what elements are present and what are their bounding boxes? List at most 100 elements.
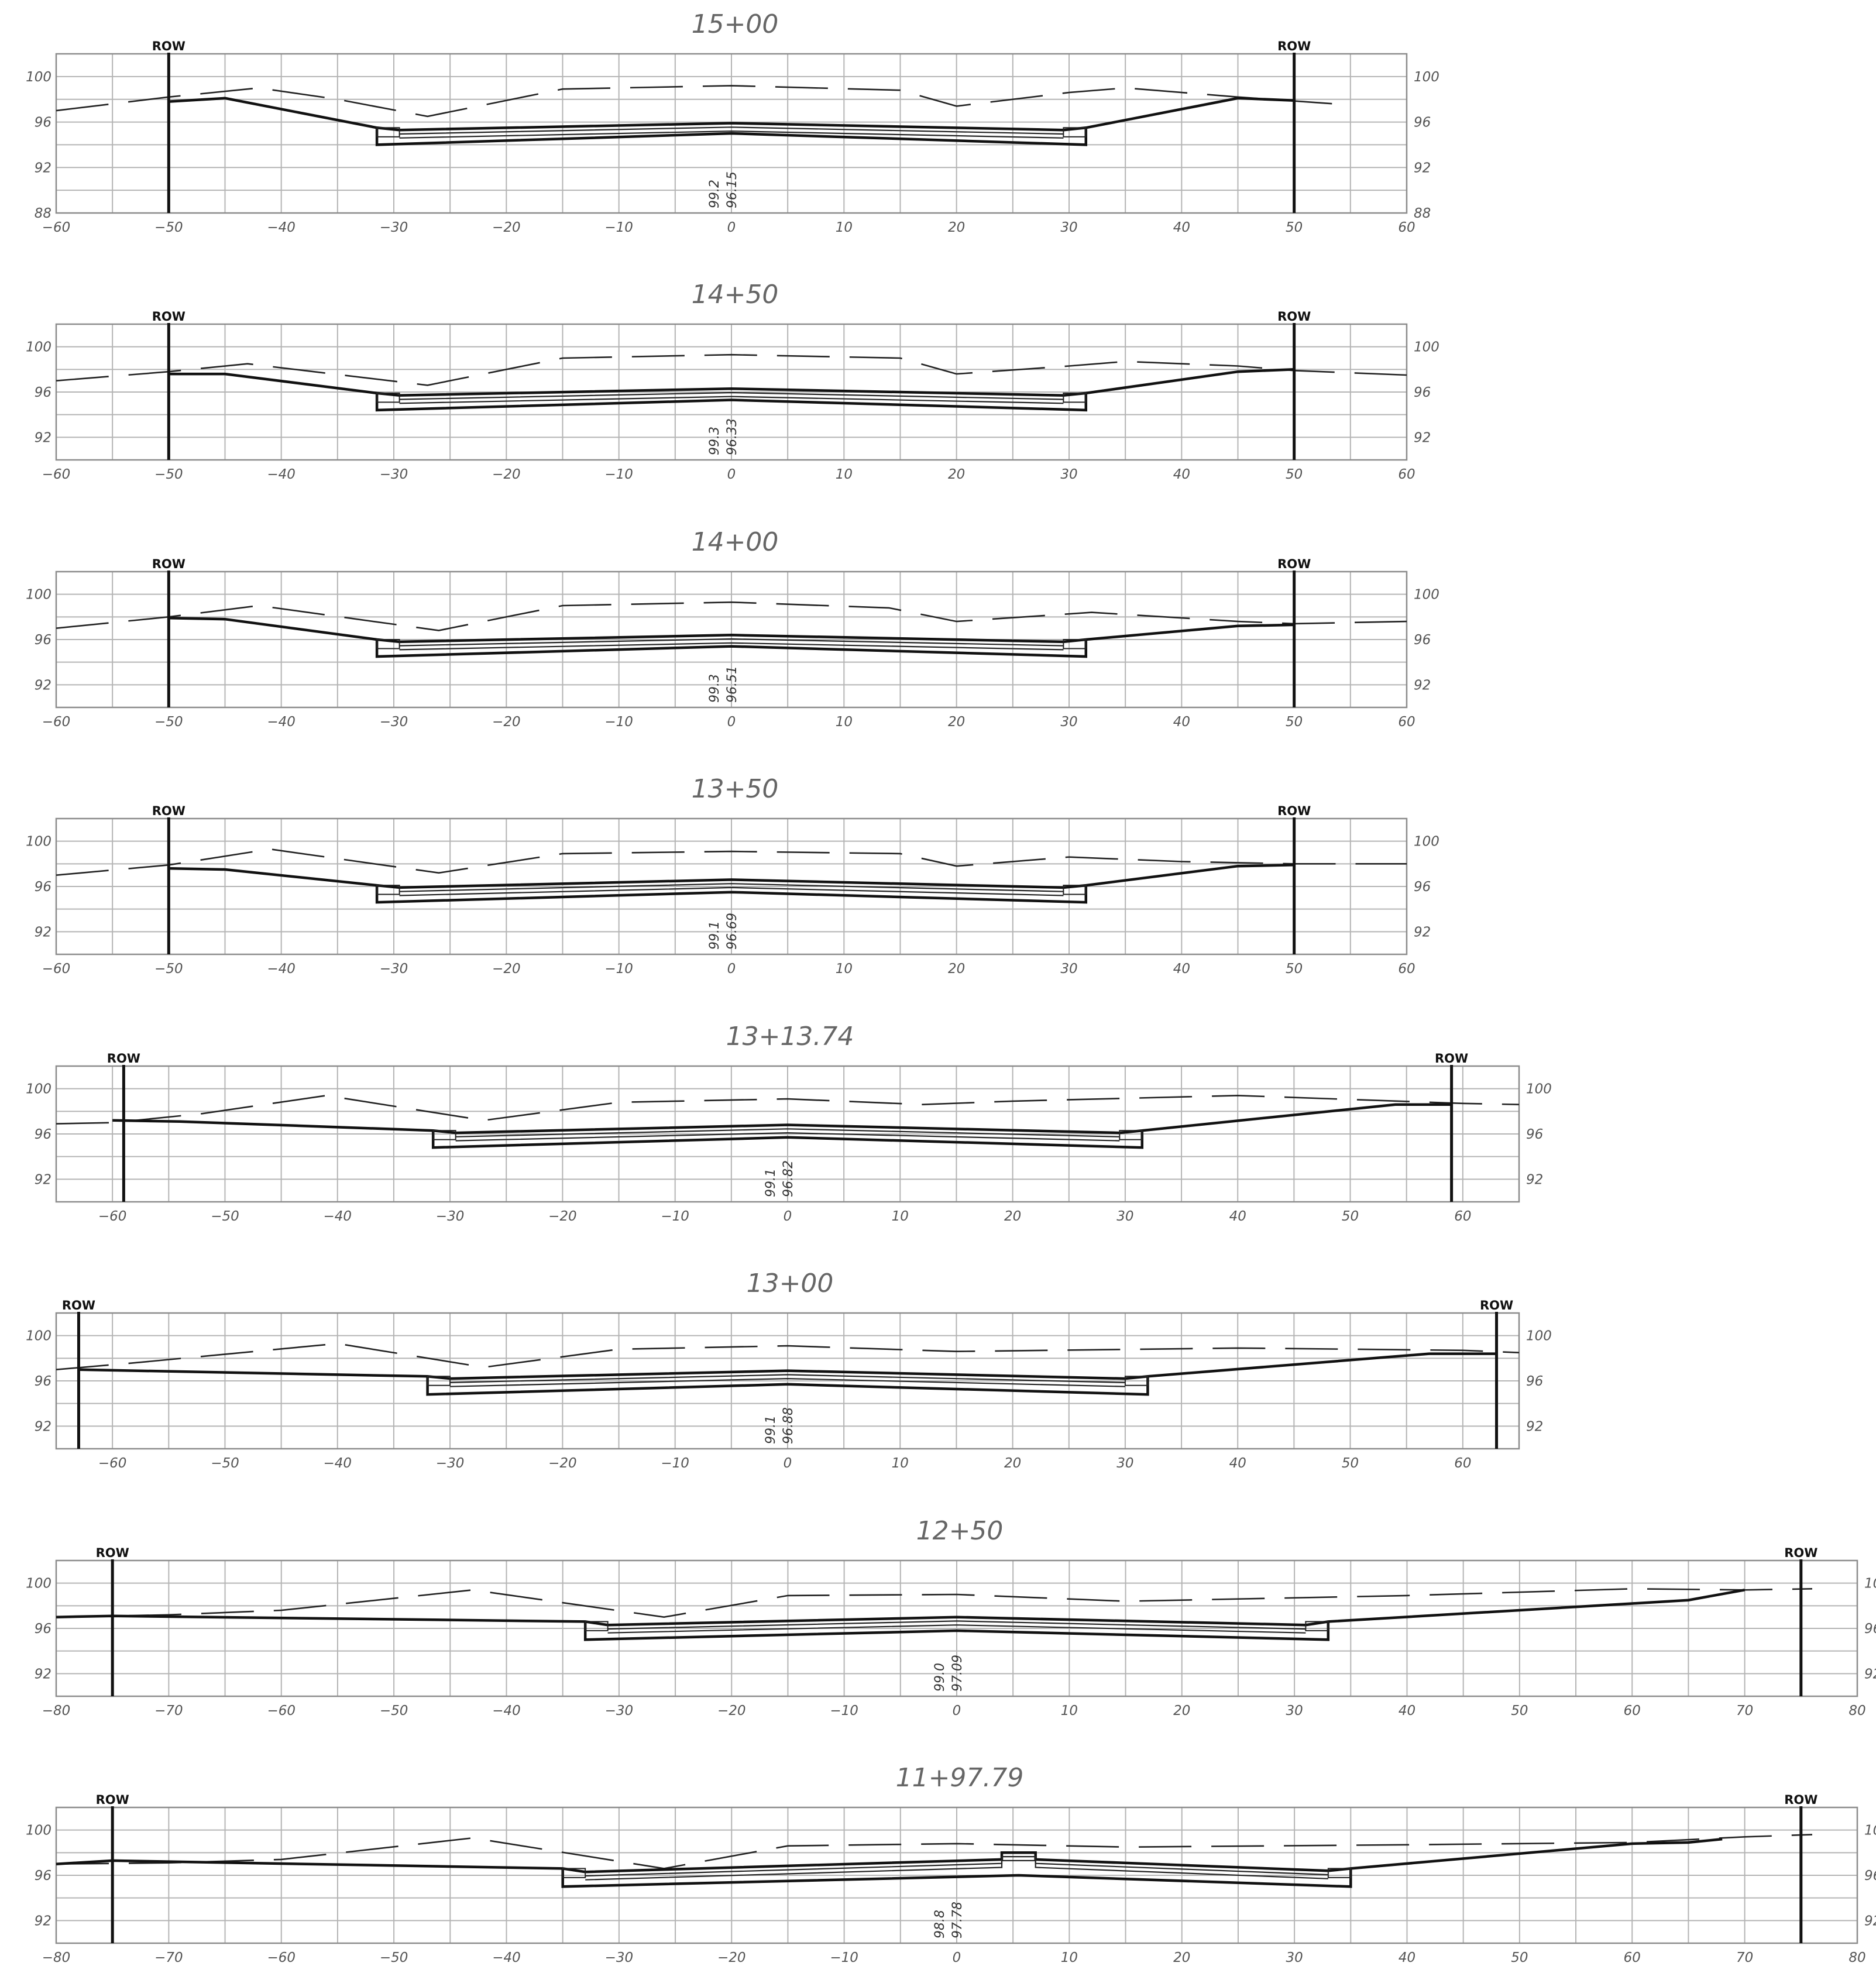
x-tick-label: 0 [727, 714, 736, 730]
x-tick-label: 10 [892, 1209, 909, 1224]
y-tick-label-left: 100 [26, 834, 51, 850]
centerline-elevation-label: 99.1 [707, 921, 722, 950]
row-label: ROW [1277, 804, 1311, 818]
grid-frame [55, 53, 1408, 214]
y-tick-label-left: 100 [26, 1823, 51, 1838]
x-tick-label: −50 [154, 467, 183, 482]
x-tick-label: 0 [784, 1209, 792, 1224]
y-tick-label-left: 92 [35, 1913, 51, 1929]
x-tick-label: −60 [98, 1456, 127, 1471]
x-tick-label: 40 [1173, 714, 1190, 730]
station-title: 14+00 [692, 527, 779, 557]
pavement-layer-line [399, 886, 1064, 896]
x-tick-label: 30 [1286, 1703, 1303, 1718]
existing-ground-line [56, 1834, 1813, 1869]
x-tick-label: −20 [492, 220, 521, 235]
cross-section-2: 14+00 −60 −50 −40 −30 −20 −10 0 10 20 30 40 50 60 100 1… [26, 527, 1439, 730]
x-tick-label: −40 [492, 1703, 521, 1718]
x-tick-label: −30 [605, 1950, 634, 1965]
proposed-grade-line [169, 864, 1294, 889]
pavement-layer-line [399, 130, 1064, 139]
row-label: ROW [62, 1298, 95, 1312]
y-tick-label-right: 100 [1864, 1823, 1876, 1838]
existing-ground-line [56, 353, 1407, 386]
y-tick-label-left: 96 [35, 1127, 51, 1142]
x-tick-label: 30 [1060, 220, 1077, 235]
proposed-grade-line [78, 1352, 1497, 1380]
y-tick-label-left: 96 [35, 385, 51, 400]
x-tick-label: −40 [267, 961, 296, 977]
cross-section-3: 13+50 −60 −50 −40 −30 −20 −10 0 10 20 30 40 50 60 100 1… [26, 774, 1439, 977]
x-tick-label: 60 [1398, 961, 1415, 977]
y-tick-label-left: 92 [35, 430, 51, 445]
pavement-layer-line [450, 1374, 1125, 1383]
row-label: ROW [1435, 1051, 1468, 1066]
curb-block [376, 127, 400, 138]
x-tick-label: −70 [154, 1950, 183, 1965]
x-tick-label: −20 [492, 961, 521, 977]
curb-block [1119, 1130, 1143, 1140]
x-tick-label: 50 [1342, 1209, 1359, 1224]
x-tick-label: −50 [380, 1703, 408, 1718]
subbase-outline [431, 1130, 1144, 1149]
x-tick-label: 10 [836, 714, 853, 730]
x-tick-label: −60 [42, 220, 71, 235]
y-tick-label-right: 92 [1526, 1419, 1543, 1434]
x-tick-label: −30 [436, 1456, 465, 1471]
centerline-elevation-label: 99.3 [707, 674, 722, 703]
x-tick-label: 40 [1173, 467, 1190, 482]
station-title: 11+97.79 [896, 1763, 1024, 1793]
x-tick-label: −30 [380, 961, 408, 977]
proposed-grade-line [56, 1589, 1746, 1627]
pavement-layer-line [455, 1132, 1120, 1142]
centerline-elevation-label: 96.15 [725, 171, 740, 208]
row-label: ROW [1784, 1793, 1817, 1807]
x-tick-label: −60 [42, 961, 71, 977]
y-tick-label-left: 92 [35, 1172, 51, 1187]
cross-section-5: 13+00 −60 −50 −40 −30 −20 −10 0 10 20 30 40 50 60 100 1… [26, 1269, 1552, 1471]
x-tick-label: −10 [604, 220, 633, 235]
pavement-layer-line [399, 396, 1064, 404]
y-tick-label-right: 96 [1414, 633, 1431, 648]
row-label: ROW [96, 1793, 129, 1807]
x-tick-label: −70 [154, 1703, 183, 1718]
x-tick-label: 20 [948, 220, 965, 235]
pavement-layer-line [399, 642, 1064, 651]
existing-ground-line [56, 1587, 1813, 1618]
y-tick-label-right: 92 [1526, 1172, 1543, 1187]
x-tick-label: −40 [492, 1950, 521, 1965]
row-label: ROW [152, 557, 185, 571]
centerline-elevation-label: 98.8 [933, 1910, 947, 1938]
grid-frame [55, 570, 1408, 709]
existing-ground-line [56, 848, 1407, 876]
row-label: ROW [96, 1546, 129, 1560]
x-tick-label: 60 [1398, 714, 1415, 730]
y-tick-label-left: 96 [35, 1621, 51, 1637]
x-tick-label: −30 [380, 220, 408, 235]
centerline-elevation-label: 99.1 [764, 1415, 778, 1444]
y-tick-label-right: 92 [1414, 160, 1431, 176]
curb-block [562, 1868, 586, 1878]
curb-block [376, 885, 400, 895]
pavement-layer-line [399, 126, 1064, 135]
proposed-grade-line [169, 97, 1294, 132]
x-tick-label: 40 [1399, 1950, 1415, 1965]
curb-block [376, 639, 400, 649]
x-tick-label: −60 [267, 1703, 296, 1718]
x-tick-label: −30 [436, 1209, 465, 1224]
y-tick-label-right: 96 [1414, 879, 1431, 895]
y-tick-label-left: 100 [26, 1329, 51, 1344]
x-tick-label: 10 [1061, 1703, 1078, 1718]
x-tick-label: −40 [323, 1456, 352, 1471]
centerline-elevation-label: 96.69 [725, 913, 740, 950]
row-label: ROW [1784, 1546, 1817, 1560]
centerline-elevation-label: 96.88 [781, 1407, 796, 1444]
x-tick-label: −60 [267, 1950, 296, 1965]
x-tick-label: −40 [267, 714, 296, 730]
centerline-elevation-label: 97.78 [950, 1902, 965, 1938]
pavement-layer-line [455, 1128, 1120, 1137]
centerline-elevation-label: 97.09 [950, 1655, 965, 1692]
y-tick-label-right: 96 [1526, 1374, 1543, 1389]
station-title: 13+00 [747, 1269, 834, 1298]
grid-frame [55, 323, 1408, 461]
